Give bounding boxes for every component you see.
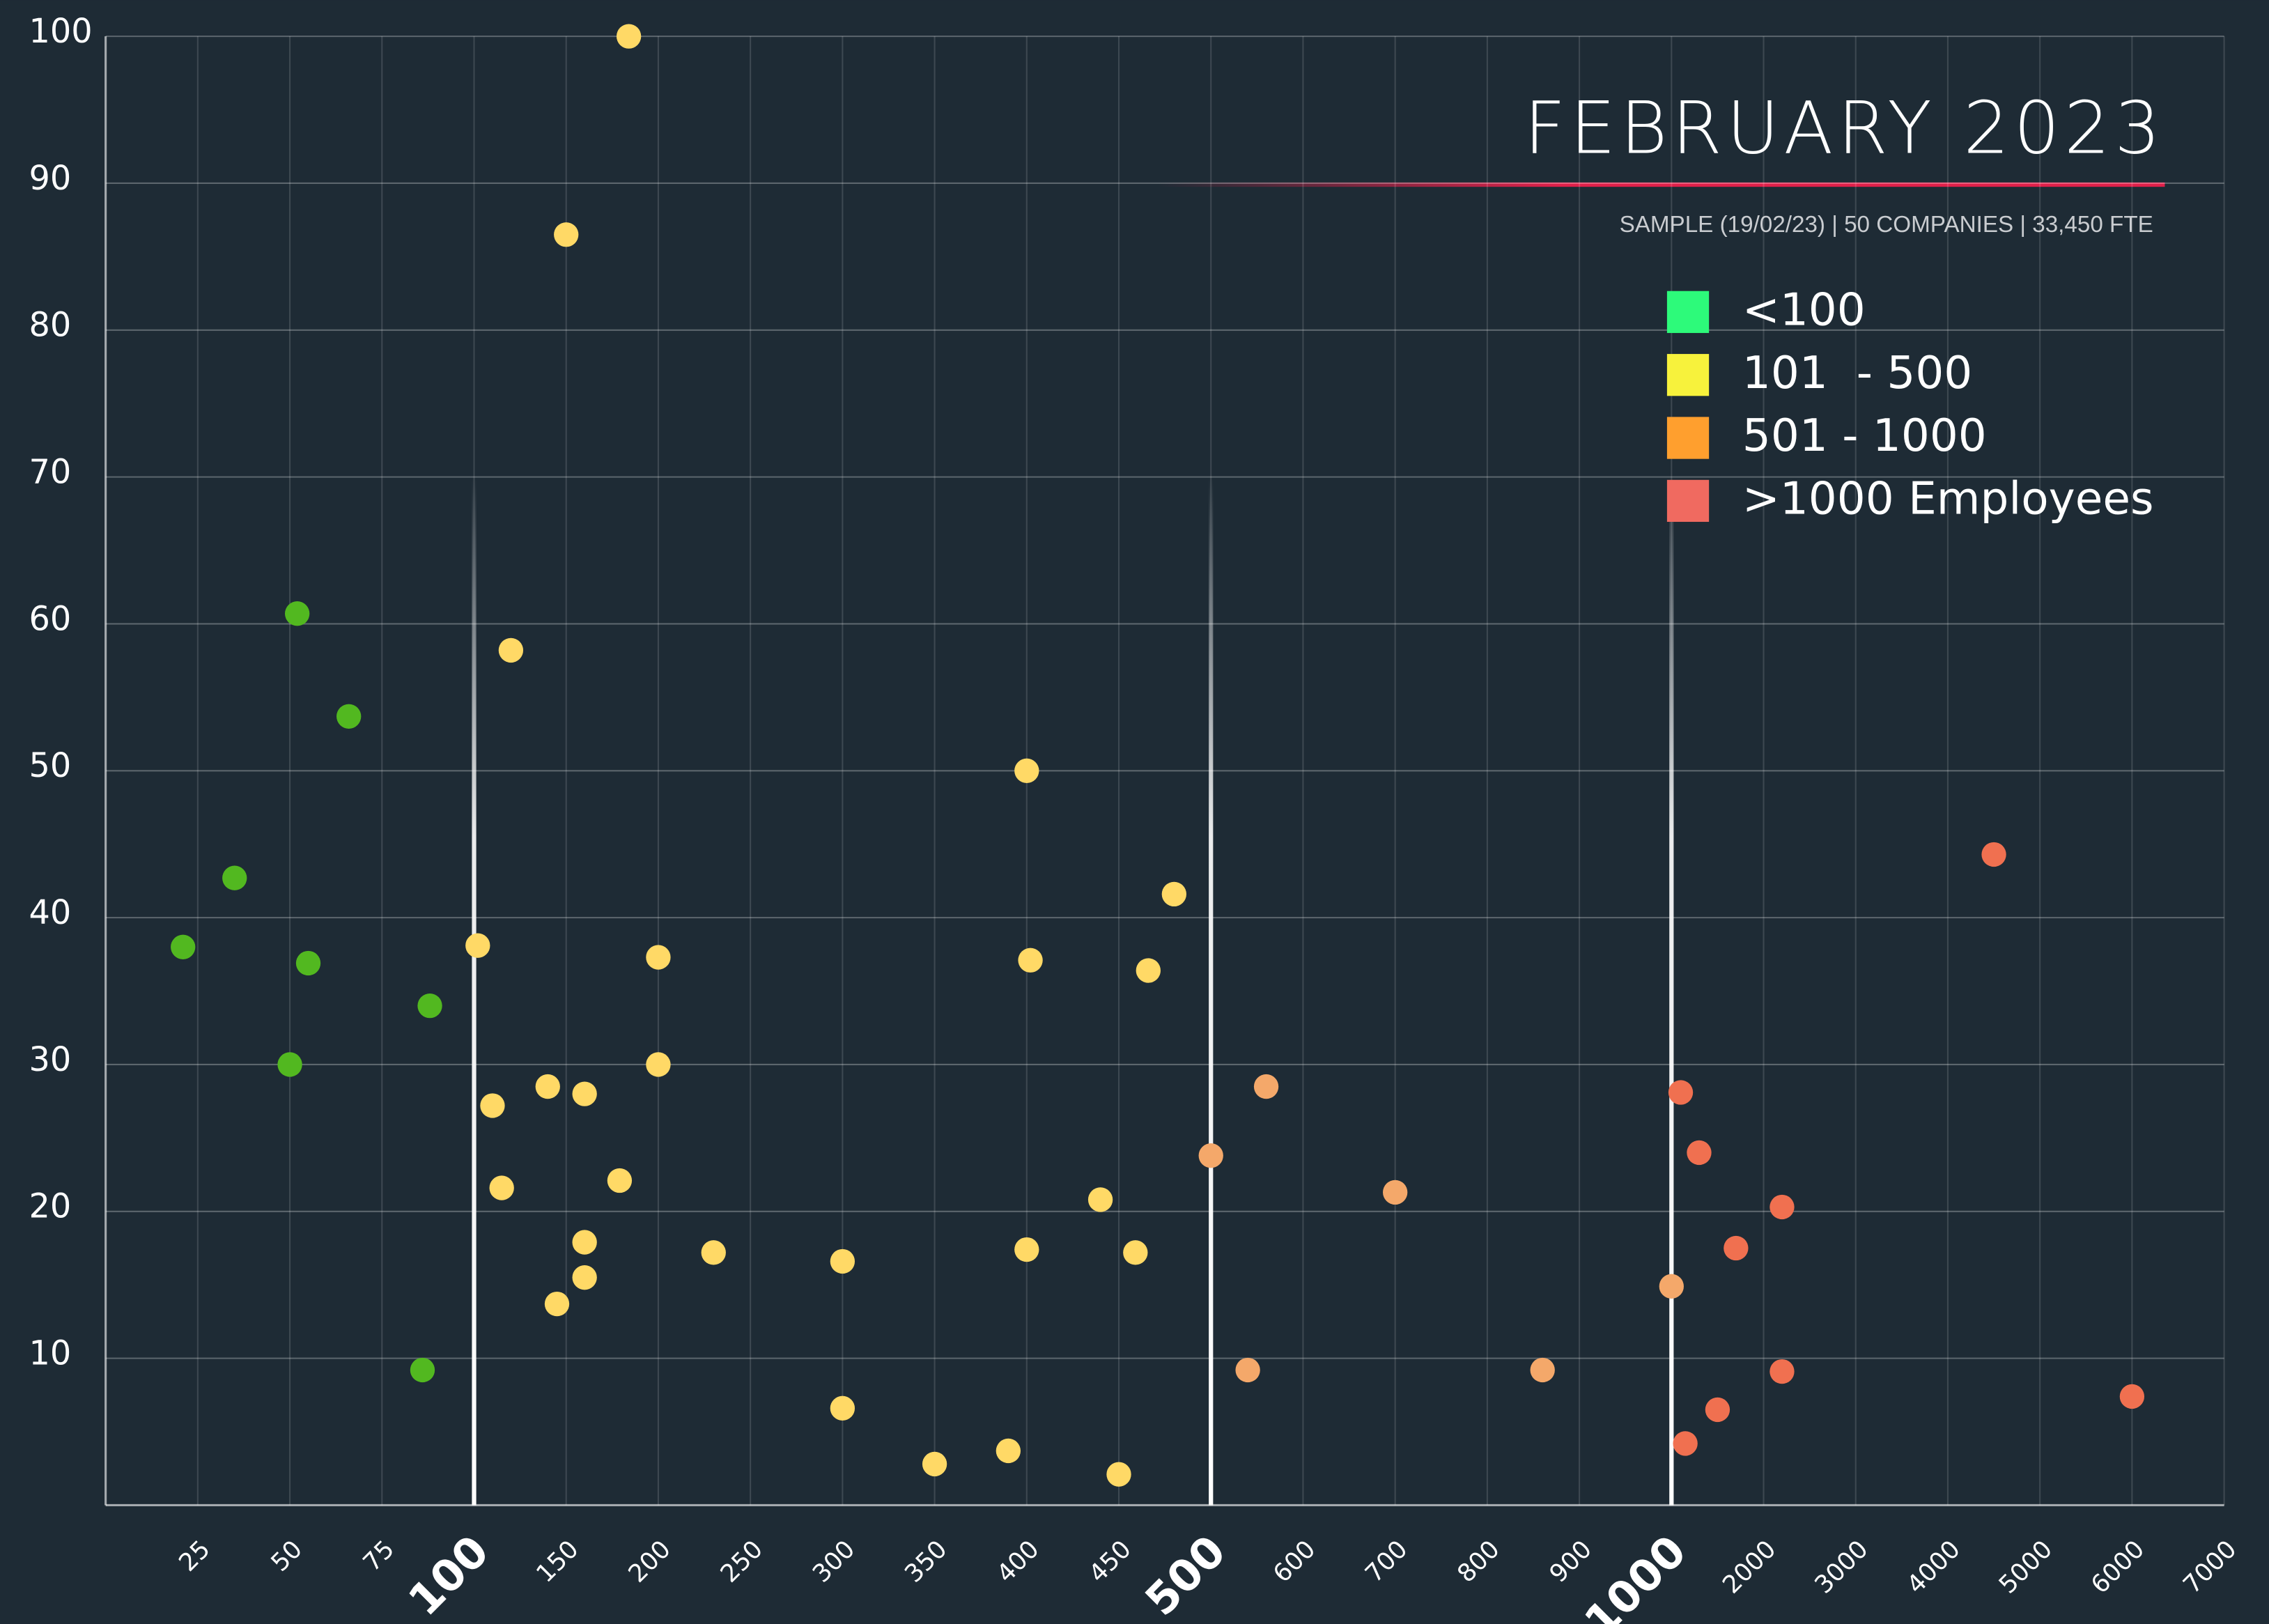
- data-point: [284, 601, 310, 626]
- title-underline: [1157, 182, 2165, 187]
- data-point: [295, 950, 321, 976]
- data-point: [1530, 1357, 1555, 1383]
- legend-swatch: [1666, 291, 1710, 333]
- data-point: [1136, 958, 1161, 983]
- data-point: [1769, 1194, 1795, 1220]
- legend-label: >1000 Employees: [1742, 473, 2154, 525]
- data-point: [572, 1265, 597, 1290]
- legend-label: 101 - 500: [1742, 347, 1972, 399]
- y-tick-label: 60: [29, 600, 72, 638]
- data-point: [1123, 1240, 1148, 1265]
- data-point: [489, 1175, 514, 1200]
- data-point: [1235, 1357, 1260, 1383]
- data-point: [1981, 842, 2006, 867]
- data-point: [544, 1291, 570, 1317]
- data-point: [417, 993, 442, 1019]
- data-point: [830, 1395, 855, 1421]
- data-point: [1087, 1187, 1113, 1212]
- data-point: [1687, 1140, 1712, 1166]
- y-tick-label: 100: [29, 13, 93, 51]
- data-point: [830, 1248, 855, 1274]
- data-point: [171, 934, 196, 959]
- data-point: [465, 933, 490, 958]
- data-point: [1014, 758, 1039, 783]
- legend-swatch: [1666, 417, 1710, 459]
- data-point: [535, 1074, 560, 1099]
- emphasis-line: [472, 477, 477, 1506]
- y-tick-label: 20: [29, 1188, 72, 1226]
- data-point: [1383, 1180, 1408, 1205]
- y-tick-label: 40: [29, 894, 72, 932]
- data-point: [1705, 1397, 1730, 1423]
- data-point: [2119, 1384, 2145, 1409]
- legend-label: <100: [1742, 284, 1866, 336]
- legend-label: 501 - 1000: [1742, 410, 1987, 462]
- data-point: [1198, 1143, 1223, 1168]
- emphasis-line: [1669, 477, 1674, 1506]
- y-tick-label: 70: [29, 453, 72, 491]
- y-tick-label: 10: [29, 1334, 72, 1372]
- data-point: [1018, 948, 1043, 973]
- data-point: [1106, 1462, 1131, 1487]
- data-point: [1673, 1431, 1698, 1456]
- data-point: [1659, 1274, 1684, 1299]
- legend-swatch: [1666, 354, 1710, 396]
- data-point: [1014, 1237, 1039, 1262]
- data-point: [701, 1240, 726, 1265]
- data-point: [410, 1357, 435, 1383]
- chart-title: FEBRUARY 2023: [1524, 87, 2165, 171]
- data-point: [572, 1081, 597, 1106]
- y-tick-label: 30: [29, 1041, 72, 1079]
- data-point: [572, 1230, 597, 1255]
- data-point: [1668, 1080, 1694, 1105]
- y-tick-label: 90: [29, 160, 72, 198]
- data-point: [607, 1168, 633, 1193]
- legend-swatch: [1666, 479, 1710, 523]
- data-point: [922, 1451, 947, 1477]
- data-point: [498, 637, 524, 663]
- chart-subtitle: SAMPLE (19/02/23) | 50 COMPANIES | 33,45…: [1620, 212, 2153, 238]
- y-tick-label: 80: [29, 307, 72, 345]
- data-point: [996, 1438, 1021, 1464]
- data-point: [646, 945, 671, 970]
- data-point: [646, 1052, 671, 1077]
- data-point: [554, 222, 579, 247]
- data-point: [1769, 1359, 1795, 1384]
- data-point: [616, 24, 642, 49]
- data-point: [222, 865, 247, 890]
- y-tick-label: 50: [29, 747, 72, 785]
- data-point: [480, 1093, 505, 1118]
- data-point: [277, 1052, 302, 1077]
- data-point: [1724, 1235, 1749, 1261]
- data-point: [1253, 1074, 1279, 1099]
- emphasis-line: [1209, 477, 1214, 1506]
- data-point: [336, 704, 362, 729]
- data-point: [1161, 881, 1186, 907]
